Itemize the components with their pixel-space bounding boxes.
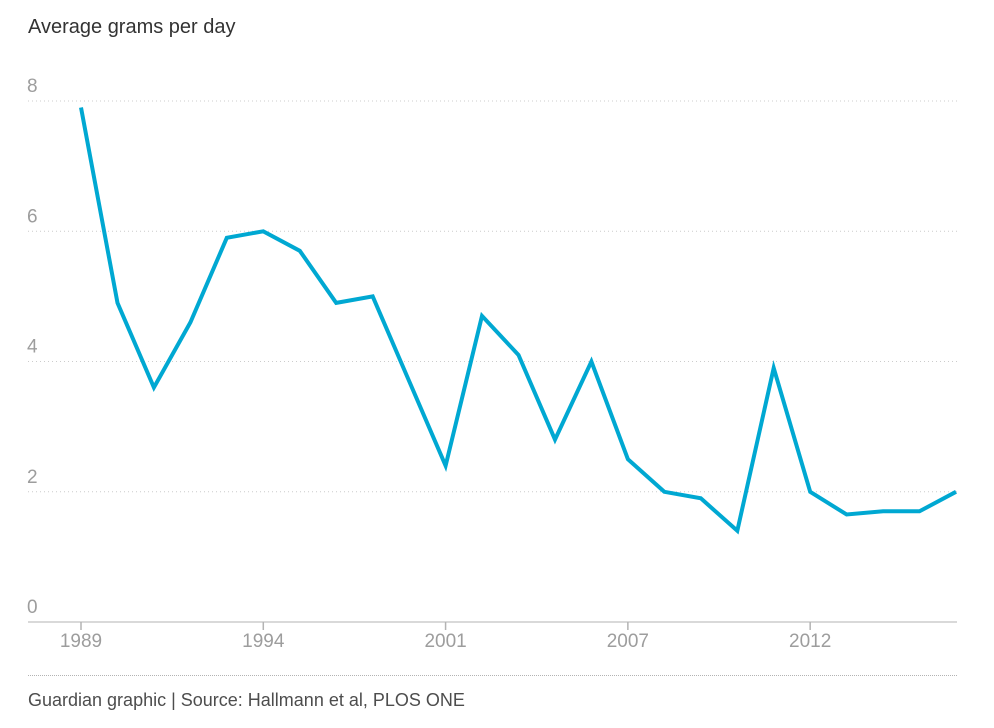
data-line-series [79,107,957,535]
x-tick-label-2012: 2012 [789,631,831,652]
source-caption: Guardian graphic | Source: Hallmann et a… [28,690,465,710]
line-chart-plot: 8 6 4 2 0 1989 1994 2001 2007 2012 [27,76,957,652]
y-tick-label-2: 2 [27,467,38,488]
y-tick-label-0: 0 [27,597,38,618]
y-tick-label-4: 4 [27,337,38,358]
x-tick-label-1989: 1989 [60,631,102,652]
x-tick-label-2001: 2001 [424,631,466,652]
y-tick-label-8: 8 [27,76,38,97]
x-tick-label-1994: 1994 [242,631,285,652]
footer-divider [28,675,957,676]
y-tick-label-6: 6 [27,206,38,227]
x-tick-label-2007: 2007 [607,631,649,652]
chart-title: Average grams per day [28,16,236,38]
